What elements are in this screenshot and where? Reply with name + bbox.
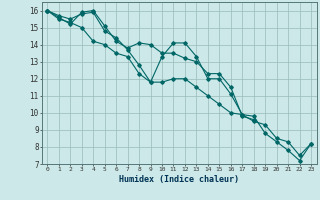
X-axis label: Humidex (Indice chaleur): Humidex (Indice chaleur)	[119, 175, 239, 184]
